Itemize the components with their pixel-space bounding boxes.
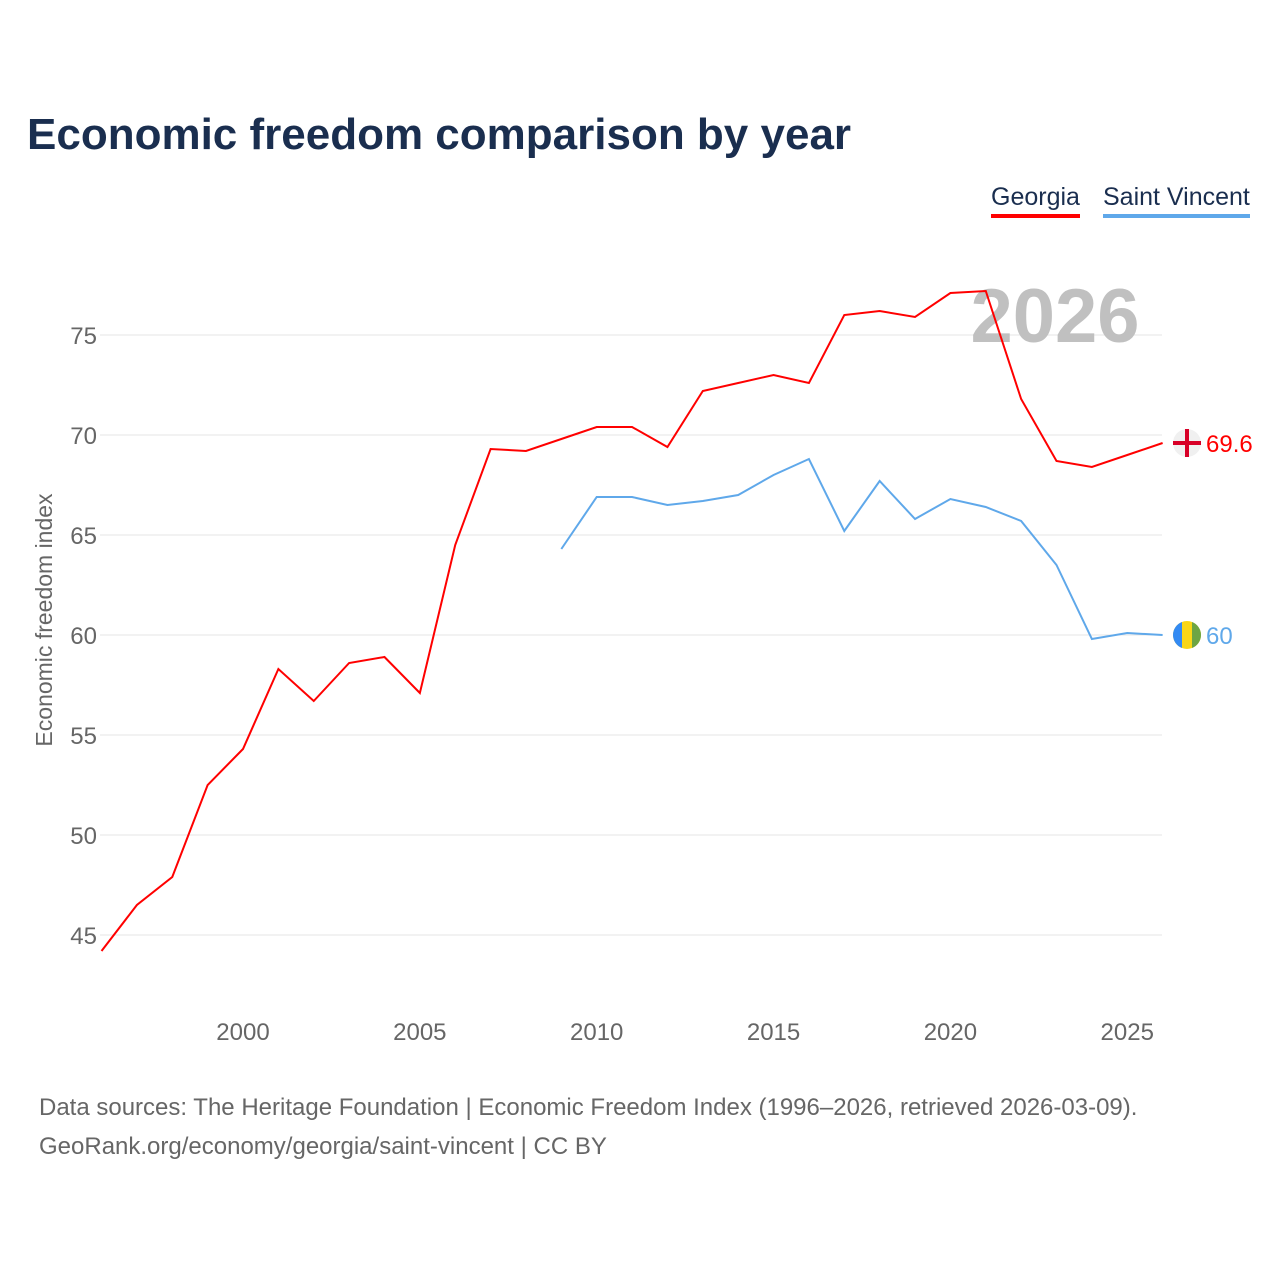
y-tick-label: 55 <box>70 723 97 750</box>
legend-georgia[interactable]: Georgia <box>991 183 1080 218</box>
source-line-2[interactable]: GeoRank.org/economy/georgia/saint-vincen… <box>39 1133 607 1160</box>
source-note: Data sources: The Heritage Foundation | … <box>39 1088 1137 1166</box>
y-axis-label: Economic freedom index <box>31 493 57 747</box>
legend-saint-vincent[interactable]: Saint Vincent <box>1103 183 1250 218</box>
y-tick-label: 60 <box>70 623 97 650</box>
chart-title: Economic freedom comparison by year <box>27 110 852 159</box>
x-tick-label: 2010 <box>570 1019 623 1046</box>
flag-stripe <box>1173 622 1182 648</box>
x-tick-label: 2015 <box>747 1019 800 1046</box>
series-line-georgia <box>100 289 1163 952</box>
x-tick-label: 2005 <box>393 1019 446 1046</box>
x-tick-label: 2000 <box>216 1019 269 1046</box>
flag-stripe <box>1192 622 1201 648</box>
y-tick-label: 65 <box>70 523 97 550</box>
y-tick-label: 45 <box>70 923 97 950</box>
x-tick-label: 2025 <box>1101 1019 1154 1046</box>
flag-cross <box>1185 429 1189 457</box>
x-tick-label: 2020 <box>924 1019 977 1046</box>
end-value-label: 60 <box>1206 623 1233 650</box>
year-watermark: 2026 <box>970 274 1139 359</box>
source-line-1: Data sources: The Heritage Foundation | … <box>39 1094 1138 1121</box>
y-tick-label: 70 <box>70 423 97 450</box>
y-tick-label: 50 <box>70 823 97 850</box>
series-line-saint-vincent <box>560 457 1163 641</box>
end-value-label: 69.6 <box>1206 431 1253 458</box>
y-tick-label: 75 <box>70 323 97 350</box>
